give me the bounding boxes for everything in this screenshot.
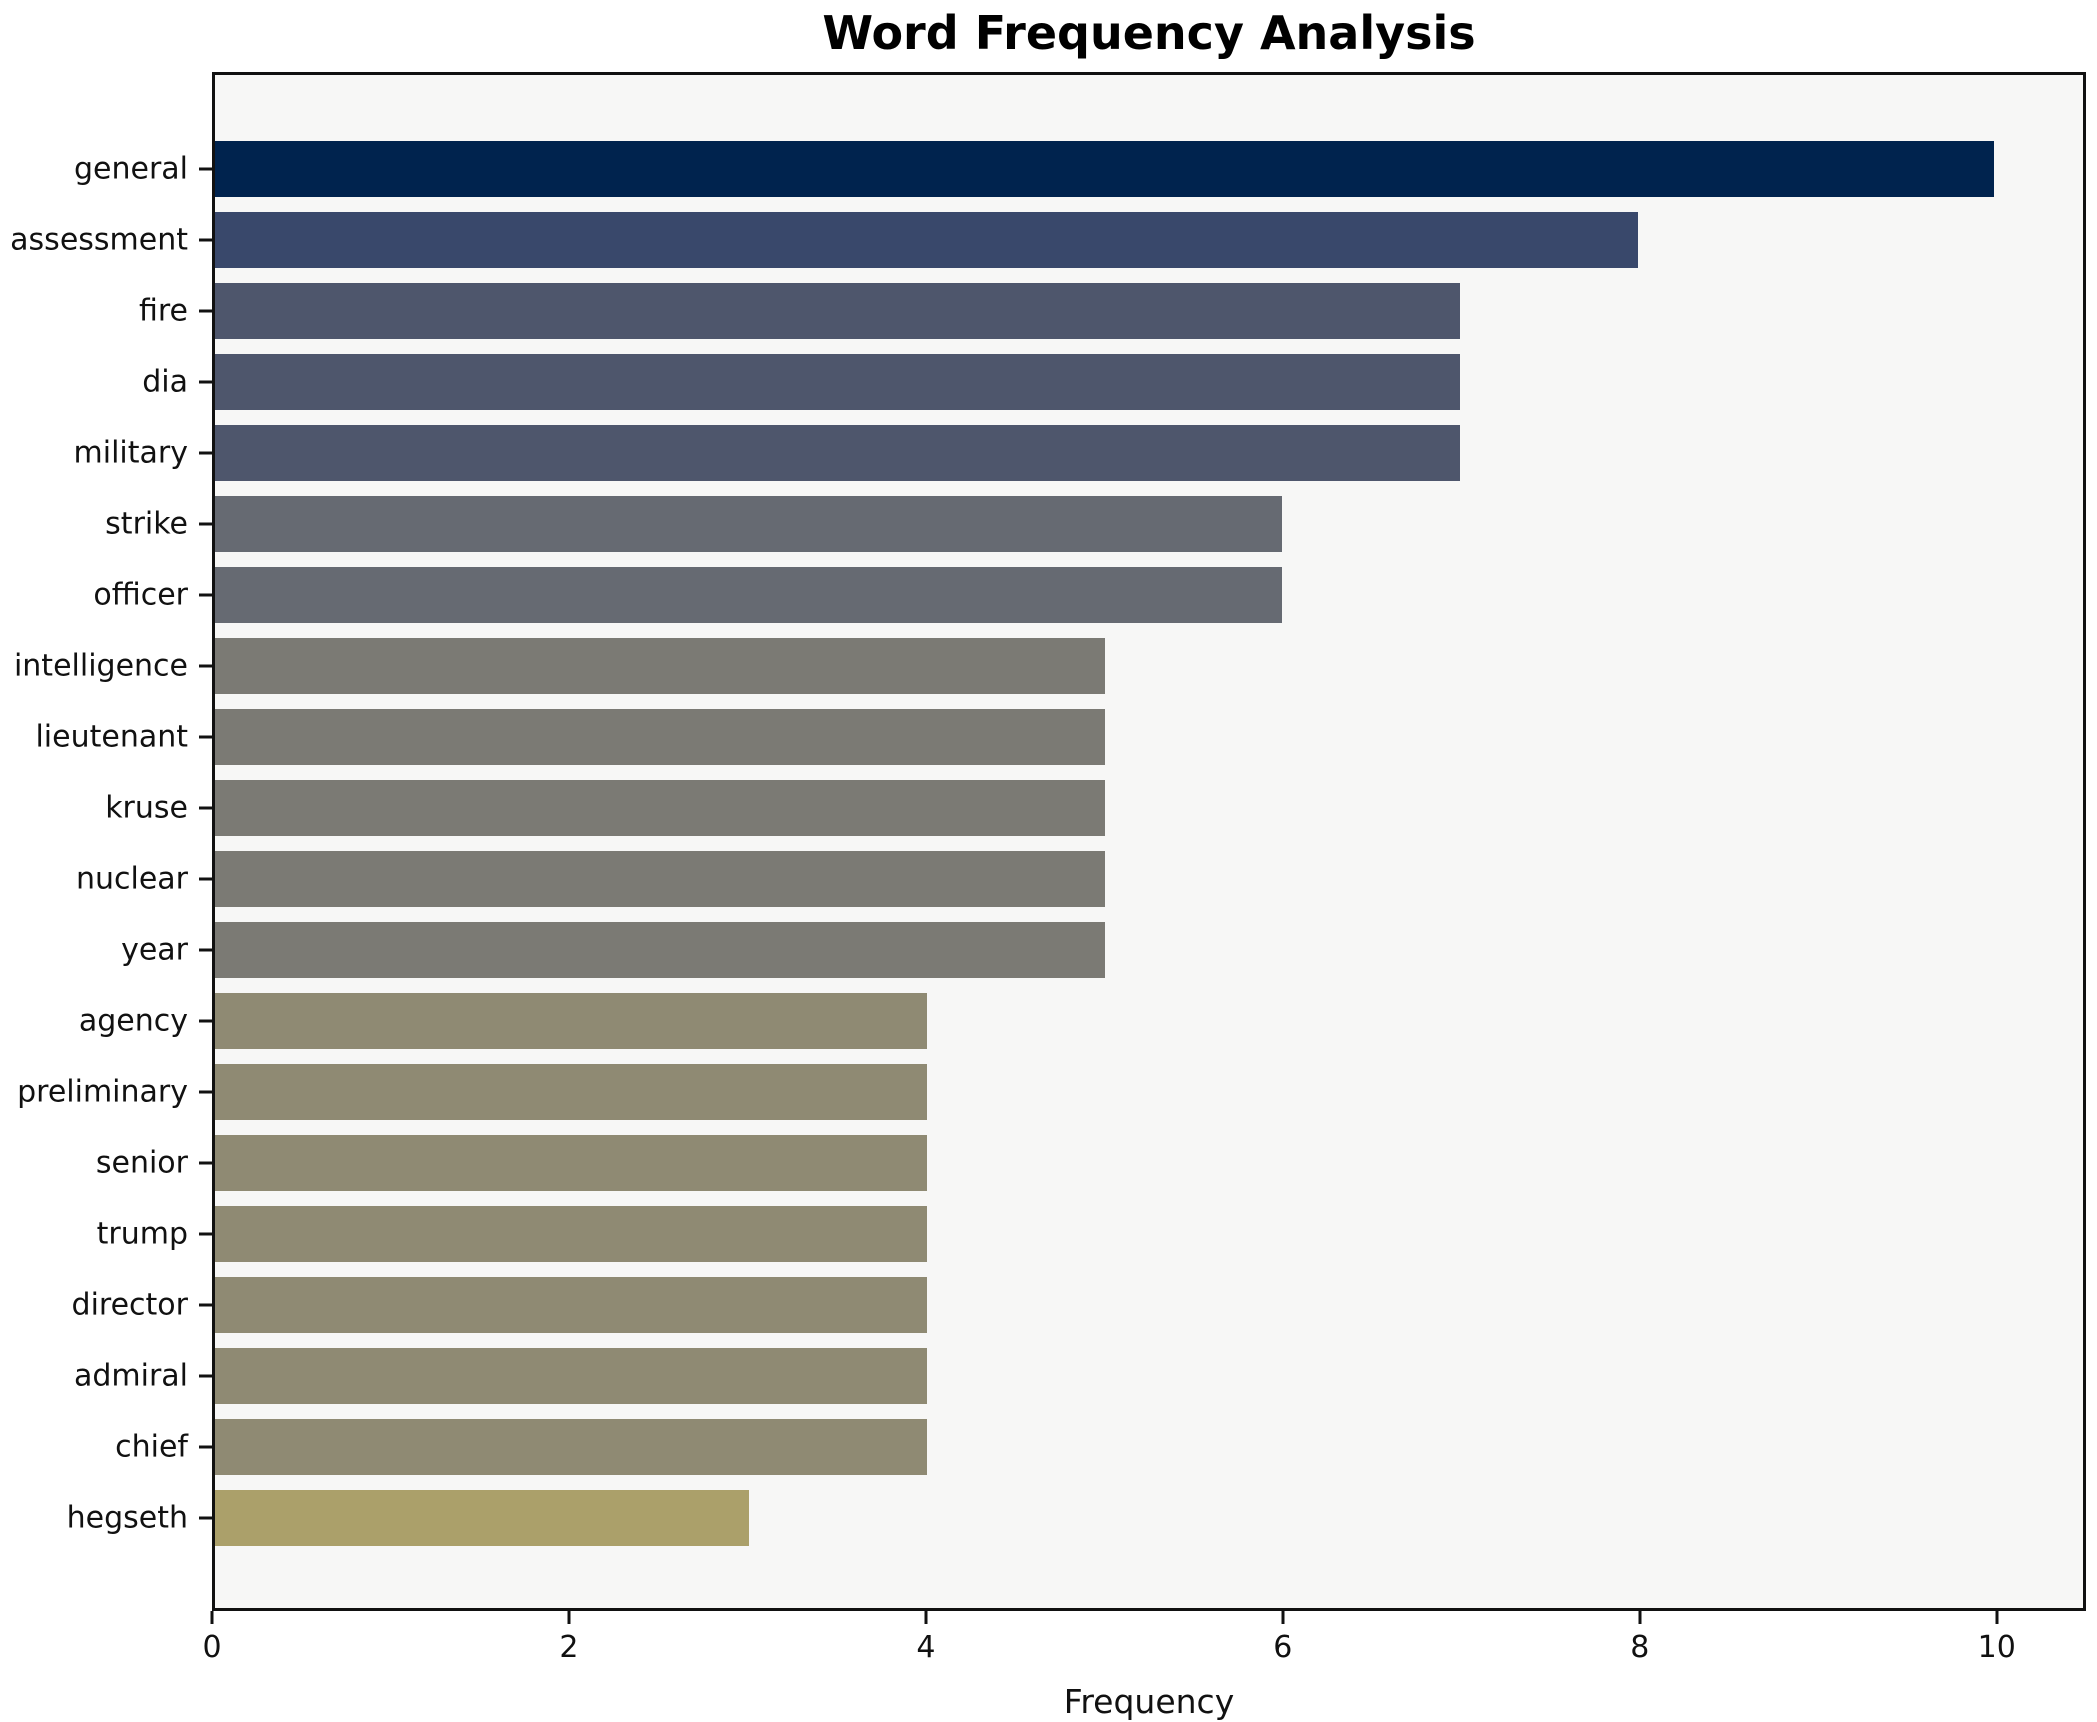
bar-hegseth (215, 1490, 749, 1546)
x-tick-mark-10 (1995, 1611, 1999, 1624)
y-tick-label-dia: dia (142, 364, 188, 400)
y-tick-mark-hegseth (199, 1516, 212, 1520)
plot-area (212, 72, 2086, 1611)
y-tick-mark-intelligence (199, 664, 212, 668)
y-tick-label-trump: trump (96, 1216, 188, 1252)
y-tick-label-strike: strike (105, 506, 188, 542)
y-tick-mark-chief (199, 1445, 212, 1449)
y-tick-mark-preliminary (199, 1090, 212, 1094)
y-tick-mark-military (199, 451, 212, 455)
y-tick-mark-trump (199, 1232, 212, 1236)
bar-preliminary (215, 1064, 927, 1120)
bar-strike (215, 496, 1283, 552)
x-tick-label-4: 4 (916, 1630, 936, 1665)
y-tick-mark-director (199, 1303, 212, 1307)
y-tick-label-admiral: admiral (73, 1358, 188, 1394)
bar-kruse (215, 780, 1105, 836)
x-tick-mark-8 (1638, 1611, 1642, 1624)
y-tick-mark-kruse (199, 806, 212, 810)
bar-year (215, 922, 1105, 978)
y-tick-mark-dia (199, 380, 212, 384)
y-tick-label-kruse: kruse (105, 790, 188, 826)
y-tick-label-senior: senior (95, 1145, 188, 1181)
x-tick-mark-6 (1281, 1611, 1285, 1624)
x-tick-mark-4 (924, 1611, 928, 1624)
y-tick-mark-general (199, 167, 212, 171)
x-tick-label-6: 6 (1273, 1630, 1293, 1665)
bar-nuclear (215, 851, 1105, 907)
y-tick-mark-senior (199, 1161, 212, 1165)
x-tick-label-2: 2 (559, 1630, 579, 1665)
bar-general (215, 141, 1995, 197)
y-tick-mark-strike (199, 522, 212, 526)
bar-chief (215, 1419, 927, 1475)
y-tick-mark-nuclear (199, 877, 212, 881)
y-tick-mark-agency (199, 1019, 212, 1023)
x-tick-label-0: 0 (202, 1630, 222, 1665)
y-tick-label-fire: fire (138, 293, 188, 329)
bar-dia (215, 354, 1461, 410)
bar-assessment (215, 212, 1639, 268)
x-tick-mark-0 (210, 1611, 214, 1624)
y-tick-label-preliminary: preliminary (17, 1074, 188, 1110)
y-tick-mark-year (199, 948, 212, 952)
bar-admiral (215, 1348, 927, 1404)
y-tick-label-assessment: assessment (10, 222, 188, 258)
y-tick-mark-lieutenant (199, 735, 212, 739)
bar-officer (215, 567, 1283, 623)
x-tick-mark-2 (567, 1611, 571, 1624)
y-tick-label-military: military (73, 435, 188, 471)
y-tick-label-agency: agency (78, 1003, 188, 1039)
x-axis-label: Frequency (1063, 1682, 1235, 1721)
bar-trump (215, 1206, 927, 1262)
bar-military (215, 425, 1461, 481)
chart-title: Word Frequency Analysis (822, 6, 1476, 60)
y-tick-mark-officer (199, 593, 212, 597)
y-tick-label-nuclear: nuclear (75, 861, 188, 897)
y-tick-mark-admiral (199, 1374, 212, 1378)
bar-fire (215, 283, 1461, 339)
y-tick-label-officer: officer (93, 577, 188, 613)
y-tick-label-year: year (121, 932, 188, 968)
y-tick-mark-fire (199, 309, 212, 313)
y-tick-mark-assessment (199, 238, 212, 242)
bar-lieutenant (215, 709, 1105, 765)
y-tick-label-director: director (71, 1287, 188, 1323)
bar-senior (215, 1135, 927, 1191)
y-tick-label-lieutenant: lieutenant (35, 719, 188, 755)
bar-director (215, 1277, 927, 1333)
y-tick-label-general: general (73, 151, 188, 187)
x-tick-label-10: 10 (1977, 1630, 2016, 1665)
y-tick-label-intelligence: intelligence (13, 648, 188, 684)
y-tick-label-chief: chief (115, 1429, 188, 1465)
y-tick-label-hegseth: hegseth (66, 1500, 188, 1536)
x-tick-label-8: 8 (1630, 1630, 1650, 1665)
bar-agency (215, 993, 927, 1049)
bar-intelligence (215, 638, 1105, 694)
